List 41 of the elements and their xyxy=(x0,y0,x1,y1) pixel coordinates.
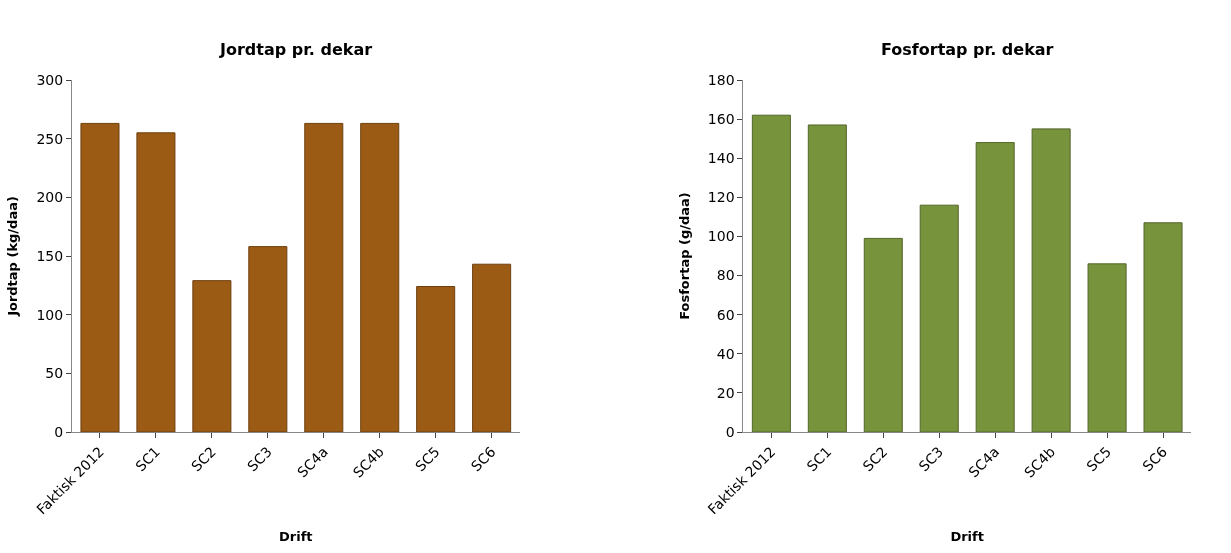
bar xyxy=(863,237,903,432)
x-tick-label: SC1 xyxy=(803,443,835,475)
y-tick-label: 140 xyxy=(707,150,735,167)
bar xyxy=(416,286,456,432)
bar xyxy=(80,122,120,432)
chart-title: Fosfortap pr. dekar xyxy=(881,40,1054,59)
bar xyxy=(360,122,400,432)
x-axis-title: Drift xyxy=(950,528,984,544)
y-tick-label: 120 xyxy=(707,189,735,206)
y-tick-label: 180 xyxy=(707,71,735,88)
bar xyxy=(975,142,1015,432)
y-tick-label: 250 xyxy=(36,130,64,147)
y-tick-label: 60 xyxy=(716,306,735,323)
bar xyxy=(807,124,847,432)
y-tick-label: 160 xyxy=(707,111,735,128)
chart-title: Jordtap pr. dekar xyxy=(219,40,373,59)
bar xyxy=(751,114,791,432)
y-tick-label: 0 xyxy=(725,423,735,440)
x-tick-label: SC1 xyxy=(132,443,163,475)
bar xyxy=(192,280,232,432)
y-tick-label: 100 xyxy=(707,228,735,245)
y-tick-label: 40 xyxy=(716,345,735,362)
bar xyxy=(1031,128,1071,432)
y-tick-label: 20 xyxy=(716,384,735,401)
y-axis-title: Jordtap (kg/daa) xyxy=(5,196,21,317)
bar xyxy=(136,132,176,432)
y-tick-label: 80 xyxy=(716,267,735,284)
bar xyxy=(1143,222,1183,432)
y-tick-label: 50 xyxy=(45,365,64,382)
bar xyxy=(248,246,288,432)
y-tick-label: 0 xyxy=(54,423,64,440)
bar xyxy=(472,263,512,432)
y-tick-label: 150 xyxy=(36,247,64,264)
y-tick-label: 100 xyxy=(36,306,64,323)
x-axis-title: Drift xyxy=(279,528,313,544)
bar xyxy=(304,122,344,432)
bar xyxy=(919,204,959,432)
y-axis-title: Fosfortap (g/daa) xyxy=(676,192,692,320)
bar xyxy=(1087,263,1127,432)
y-tick-label: 200 xyxy=(36,189,64,206)
y-tick-label: 300 xyxy=(36,71,64,88)
